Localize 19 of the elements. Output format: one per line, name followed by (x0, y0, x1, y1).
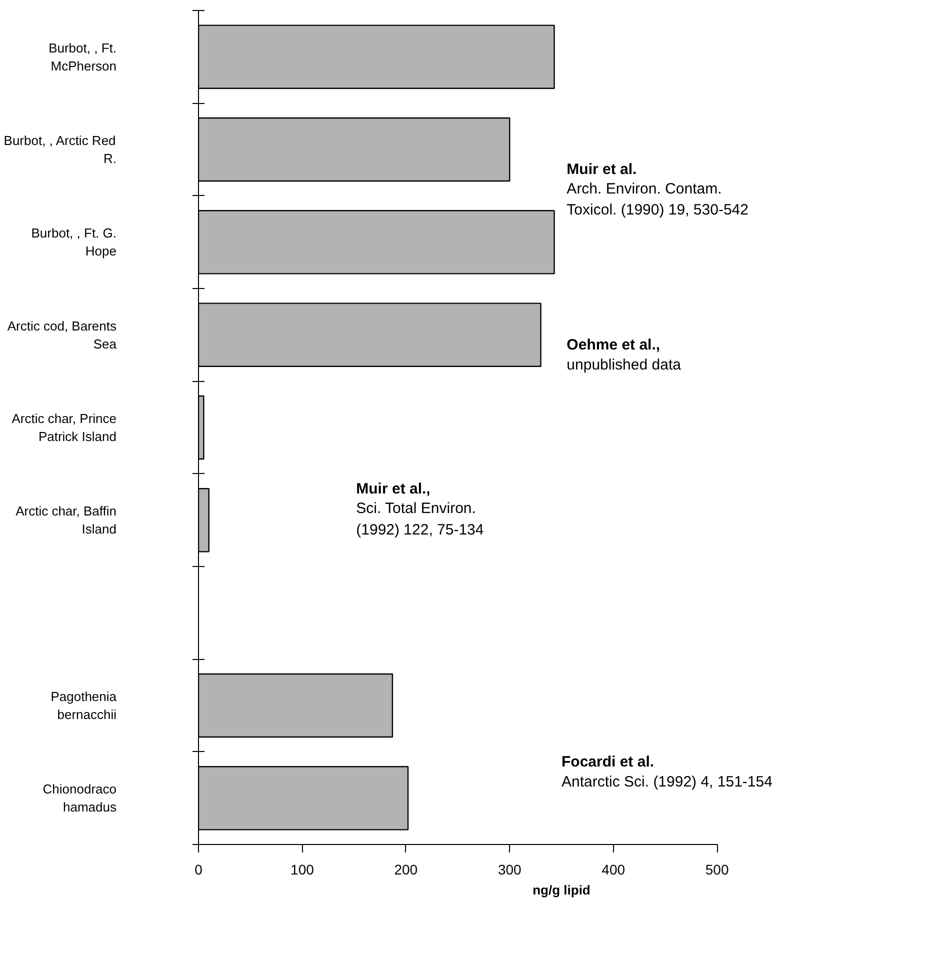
y-tick-label: Burbot, , Ft. G. Hope (31, 226, 116, 259)
y-tick-label: Chionodraco hamadus (42, 782, 117, 815)
y-tick-label: Pagothenia bernacchii (50, 689, 118, 722)
x-tick-label: 0 (194, 862, 203, 878)
y-tick-label: Arctic cod, Barents Sea (7, 318, 118, 352)
annotation: Muir et al., Sci. Total Environ. (1992) 122, 75-134 (356, 480, 484, 538)
x-tick-label: 100 (290, 862, 314, 878)
y-tick-label: Burbot, , Arctic Red R. (4, 133, 116, 166)
annotation: Focardi et al. Antarctic Sci. (1992) 4, 151-154 (562, 753, 772, 790)
y-tick-label: Arctic char, Prince Patrick Island (12, 411, 117, 444)
x-tick-label: 200 (394, 862, 418, 878)
x-tick-label: 400 (602, 862, 626, 878)
annotation: Muir et al. Arch. Environ. Contam. Toxicol. (1990) 19, 530-542 (566, 161, 748, 219)
annotation: Oehme et al., unpublished data (566, 336, 682, 374)
y-tick-label: Burbot, , Ft. McPherson (48, 40, 117, 74)
y-tick-label: Arctic char, Baffin Island (16, 504, 117, 537)
x-tick-label: 300 (498, 862, 522, 878)
x-axis-title: ng/g lipid (532, 882, 590, 898)
x-tick-label: 500 (705, 862, 729, 878)
